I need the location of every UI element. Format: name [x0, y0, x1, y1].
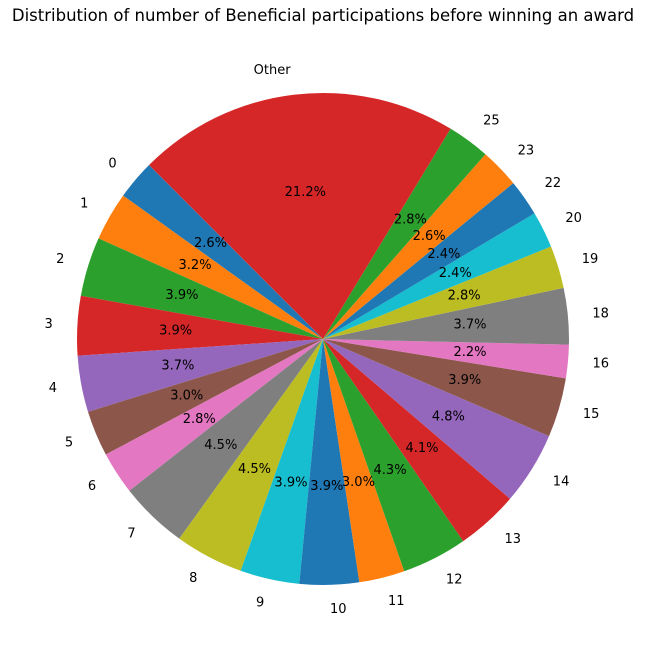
- slice-label-22: 22: [545, 176, 562, 191]
- slice-label-7: 7: [127, 527, 135, 542]
- slice-label-16: 16: [592, 356, 609, 371]
- pie-slice-18: [323, 287, 569, 345]
- slice-percent-4: 3.7%: [161, 359, 194, 374]
- slice-percent-25: 2.8%: [394, 213, 427, 228]
- pie-slice-12: [323, 339, 464, 572]
- slice-percent-22: 2.4%: [427, 247, 460, 262]
- slice-percent-19: 2.8%: [448, 288, 481, 303]
- slice-label-11: 11: [388, 594, 405, 609]
- slice-label-6: 6: [88, 479, 96, 494]
- slice-label-3: 3: [45, 317, 53, 332]
- slice-percent-5: 3.0%: [170, 388, 203, 403]
- pie-slice-14: [323, 339, 550, 499]
- slice-label-8: 8: [189, 571, 197, 586]
- slice-label-14: 14: [553, 474, 570, 489]
- pie-slice-20: [323, 213, 551, 339]
- slice-percent-8: 4.5%: [238, 462, 271, 477]
- slice-percent-7: 4.5%: [204, 438, 237, 453]
- slice-percent-3: 3.9%: [159, 324, 192, 339]
- slice-label-13: 13: [504, 532, 521, 547]
- pie-slice-13: [323, 339, 511, 542]
- pie-slice-2: [80, 238, 324, 339]
- slice-percent-11: 3.0%: [342, 475, 375, 490]
- slice-label-1: 1: [80, 197, 88, 212]
- slice-label-18: 18: [592, 306, 609, 321]
- slice-percent-14: 4.8%: [432, 409, 465, 424]
- pie-slice-10: [299, 339, 360, 585]
- slice-label-20: 20: [565, 211, 582, 226]
- slice-percent-16: 2.2%: [453, 345, 486, 360]
- slice-percent-20: 2.4%: [439, 266, 472, 281]
- pie-slice-6: [105, 339, 323, 491]
- slice-label-15: 15: [583, 407, 600, 422]
- slice-percent-0: 2.6%: [194, 236, 227, 251]
- slice-percent-13: 4.1%: [405, 441, 438, 456]
- slice-percent-2: 3.9%: [165, 288, 198, 303]
- pie-slice-other: [149, 93, 451, 339]
- slice-label-other: Other: [254, 63, 292, 78]
- pie-slice-16: [323, 339, 569, 379]
- pie-slice-8: [179, 339, 323, 571]
- pie-slice-15: [323, 339, 566, 437]
- slice-percent-15: 3.9%: [448, 373, 481, 388]
- pie-slice-9: [240, 339, 323, 584]
- slice-label-10: 10: [330, 602, 347, 617]
- slice-percent-18: 3.7%: [453, 318, 486, 333]
- pie-slice-0: [123, 165, 323, 339]
- pie-slices: [77, 93, 569, 585]
- pie-slice-19: [323, 246, 564, 339]
- slice-percent-1: 3.2%: [179, 258, 212, 273]
- pie-slice-22: [323, 183, 535, 339]
- slice-percent-9: 3.9%: [274, 476, 307, 491]
- pie-slice-5: [88, 339, 323, 455]
- pie-slice-3: [77, 295, 323, 356]
- slice-percent-12: 4.3%: [374, 463, 407, 478]
- pie-slice-4: [77, 339, 323, 412]
- chart-title: Distribution of number of Beneficial par…: [11, 6, 635, 25]
- slice-label-5: 5: [65, 436, 73, 451]
- pie-slice-1: [98, 195, 323, 339]
- slice-label-19: 19: [582, 252, 599, 267]
- slice-label-9: 9: [256, 596, 264, 611]
- pie-labels: 0 2.6% 1 3.2% 2 3.9% 3 3.9% 4 3.7% 5 3.0% 6 2.8% 7 4.5%…: [45, 63, 609, 617]
- pie-slice-11: [323, 339, 405, 583]
- slice-percent-23: 2.6%: [413, 229, 446, 244]
- slice-label-4: 4: [49, 381, 57, 396]
- slice-percent-6: 2.8%: [183, 412, 216, 427]
- slice-label-2: 2: [56, 252, 64, 267]
- slice-percent-10: 3.9%: [310, 479, 343, 494]
- slice-label-0: 0: [108, 156, 116, 171]
- slice-label-25: 25: [483, 113, 500, 128]
- pie-slice-25: [323, 128, 486, 339]
- slice-percent-other: 21.2%: [285, 185, 326, 200]
- pie-slice-23: [323, 154, 514, 339]
- slice-label-12: 12: [446, 573, 463, 588]
- pie-slice-7: [129, 339, 323, 539]
- slice-label-23: 23: [518, 143, 535, 158]
